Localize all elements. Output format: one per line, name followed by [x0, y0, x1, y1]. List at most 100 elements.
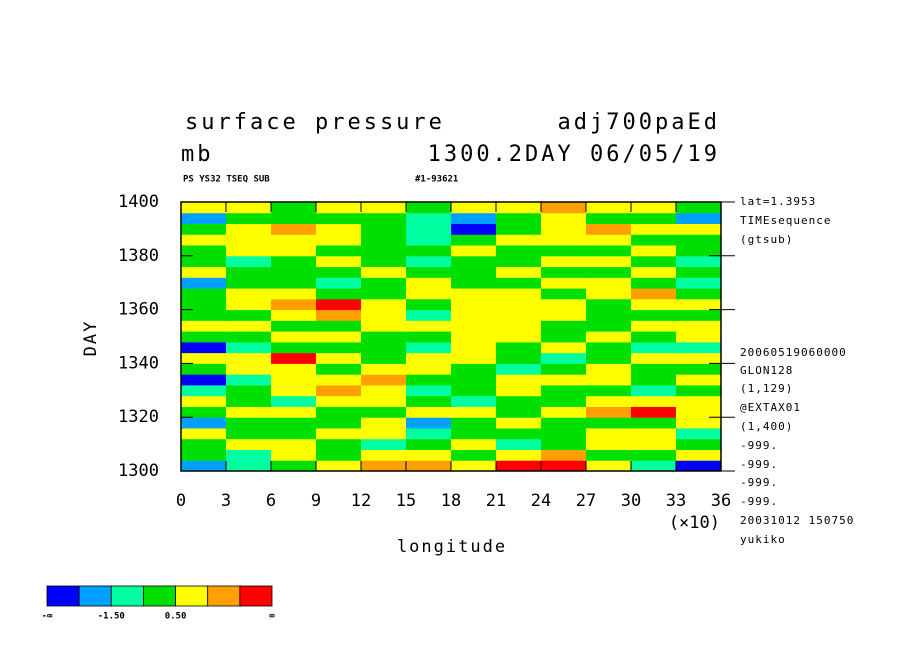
heatmap-cell: [451, 363, 497, 375]
heatmap-cell: [226, 417, 272, 429]
heatmap-cell: [496, 202, 542, 214]
heatmap-cell: [181, 460, 227, 472]
heatmap-cell: [631, 427, 677, 440]
annotation: GLON128: [740, 364, 793, 377]
heatmap-cell: [496, 460, 542, 472]
heatmap-cell: [676, 363, 722, 375]
heatmap-cell: [541, 223, 587, 235]
x-tick-label: 33: [666, 491, 686, 511]
annotation: 20060519060000: [740, 346, 847, 359]
heatmap-cell: [676, 341, 722, 354]
heatmap-cell: [181, 245, 227, 257]
heatmap-cell: [271, 384, 317, 397]
heatmap-cell: [496, 417, 542, 429]
info-left: PS YS32 TSEQ SUB: [183, 175, 270, 185]
y-axis-label: DAY: [81, 320, 101, 357]
heatmap-cell: [271, 460, 317, 472]
heatmap-cell: [406, 406, 452, 418]
heatmap-cell: [541, 417, 587, 429]
heatmap-cell: [406, 288, 452, 300]
heatmap-cell: [406, 374, 452, 386]
heatmap-cell: [496, 395, 542, 407]
heatmap-cell: [226, 363, 272, 375]
heatmap-cell: [631, 449, 677, 461]
heatmap-cell: [271, 277, 317, 289]
heatmap-cell: [226, 255, 272, 268]
heatmap-cell: [586, 245, 632, 257]
heatmap-cell: [451, 449, 497, 461]
heatmap-cell: [586, 331, 632, 343]
heatmap-cell: [361, 427, 407, 440]
y-tick-label: 1380: [118, 246, 159, 266]
heatmap-cell: [316, 202, 362, 214]
heatmap-cell: [586, 406, 632, 418]
heatmap-cell: [496, 266, 542, 278]
x-tick-label: 27: [576, 491, 596, 511]
heatmap-cell: [181, 395, 227, 407]
heatmap-cell: [676, 266, 722, 278]
heatmap-cell: [226, 460, 272, 472]
heatmap-cell: [406, 212, 452, 225]
heatmap-cell: [451, 374, 497, 386]
heatmap-cell: [631, 374, 677, 386]
heatmap-cell: [406, 352, 452, 364]
heatmap-cell: [181, 277, 227, 289]
heatmap-cell: [361, 460, 407, 472]
heatmap-cell: [451, 395, 497, 407]
heatmap-cell: [676, 438, 722, 450]
heatmap-cell: [541, 438, 587, 450]
heatmap-cell: [316, 449, 362, 461]
heatmap-cell: [181, 309, 227, 321]
heatmap-cell: [361, 223, 407, 235]
heatmap-cell: [631, 212, 677, 225]
heatmap-cell: [676, 331, 722, 343]
heatmap-cell: [496, 245, 542, 257]
x-tick-label: 18: [441, 491, 461, 511]
heatmap-cell: [271, 245, 317, 257]
heatmap-cell: [586, 298, 632, 311]
heatmap-cell: [361, 417, 407, 429]
info-right: #1-93621: [415, 175, 458, 185]
heatmap-cell: [316, 223, 362, 235]
heatmap-cell: [496, 384, 542, 397]
heatmap-cell: [676, 427, 722, 440]
heatmap-cell: [541, 255, 587, 268]
heatmap-cell: [451, 223, 497, 235]
heatmap-cell: [676, 406, 722, 418]
heatmap-cell: [271, 331, 317, 343]
x-tick-label: 3: [221, 491, 231, 511]
heatmap-cell: [541, 202, 587, 214]
heatmap-cell: [271, 427, 317, 440]
heatmap-cell: [271, 298, 317, 311]
heatmap-cell: [316, 277, 362, 289]
heatmap-cell: [676, 288, 722, 300]
heatmap-cell: [586, 352, 632, 364]
heatmap-cell: [181, 427, 227, 440]
heatmap-cell: [181, 363, 227, 375]
heatmap-cell: [586, 288, 632, 300]
heatmap-cell: [631, 245, 677, 257]
x-tick-label: 21: [486, 491, 506, 511]
heatmap-cell: [361, 449, 407, 461]
heatmap-cell: [451, 288, 497, 300]
heatmap-cell: [541, 298, 587, 311]
y-tick-label: 1400: [118, 192, 159, 212]
heatmap-cell: [676, 298, 722, 311]
heatmap-cell: [676, 352, 722, 364]
x-scale-label: (×10): [669, 513, 720, 533]
heatmap-cell: [271, 352, 317, 364]
heatmap-cell: [181, 341, 227, 354]
heatmap-cell: [631, 277, 677, 289]
heatmap-cell: [316, 212, 362, 225]
annotation: -999.: [740, 458, 778, 471]
heatmap: [181, 202, 722, 472]
heatmap-cell: [631, 331, 677, 343]
heatmap-cell: [316, 374, 362, 386]
heatmap-cell: [406, 234, 452, 246]
heatmap-cell: [361, 395, 407, 407]
heatmap-cell: [676, 395, 722, 407]
heatmap-cell: [631, 363, 677, 375]
heatmap-cell: [631, 234, 677, 246]
heatmap-cell: [271, 255, 317, 268]
heatmap-cell: [406, 266, 452, 278]
